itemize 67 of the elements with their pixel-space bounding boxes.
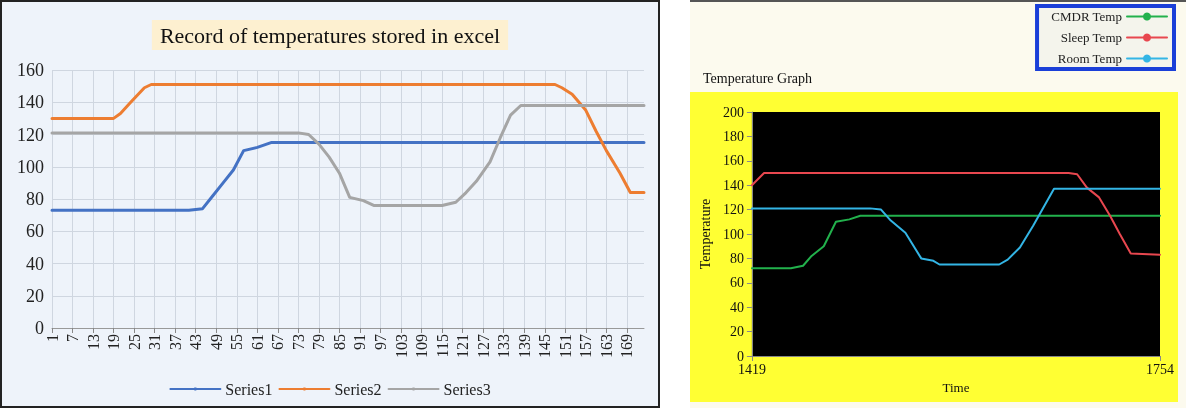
x-tick-label: 139: [515, 334, 533, 358]
y-tick-label: 80: [729, 250, 744, 266]
x-tick-label: 151: [556, 334, 574, 358]
legend-label: Series1: [225, 380, 273, 398]
legend-label: Series3: [443, 380, 491, 398]
legend-label: Series2: [334, 380, 382, 398]
x-tick-label: 25: [125, 334, 143, 350]
y-tick-label: 20: [26, 285, 44, 306]
y-tick-label: 100: [722, 226, 744, 242]
y-tick-label: 0: [736, 348, 744, 364]
line-series: [750, 172, 1161, 256]
x-tick-label: 67: [269, 334, 287, 350]
y-tick-label: 100: [17, 156, 44, 177]
x-tick-label: 1419: [737, 361, 766, 377]
x-tick-label: 133: [495, 334, 513, 358]
x-tick-label: 157: [577, 334, 595, 358]
x-tick-label: 91: [351, 334, 369, 350]
x-tick-label: 1754: [1146, 361, 1174, 377]
chart-title: Record of temperatures stored in excel: [159, 22, 501, 48]
x-tick-label: 1: [43, 334, 61, 342]
y-tick-label: 120: [722, 202, 744, 218]
x-tick-label: 19: [105, 334, 123, 350]
x-tick-label: 85: [330, 334, 348, 350]
chart-title: Temperature Graph: [703, 70, 813, 86]
y-tick-label: 180: [722, 128, 744, 144]
y-tick-label: 140: [17, 92, 44, 113]
legend-label: CMDR Temp: [1051, 9, 1122, 24]
x-tick-label: 43: [187, 334, 205, 350]
y-tick-label: 60: [26, 221, 44, 242]
x-tick-label: 169: [618, 334, 636, 358]
x-tick-label: 73: [289, 334, 307, 350]
y-tick-label: 200: [722, 104, 744, 120]
y-tick-label: 60: [729, 275, 744, 291]
line-series: [50, 103, 646, 207]
y-tick-label: 0: [35, 318, 44, 338]
x-tick-label: 109: [413, 334, 431, 358]
x-tick-label: 121: [454, 334, 472, 358]
y-tick-label: 160: [722, 153, 744, 169]
x-tick-label: 55: [228, 334, 246, 350]
x-tick-label: 97: [372, 334, 390, 350]
y-tick-label: 80: [26, 189, 44, 209]
x-tick-label: 13: [84, 334, 102, 350]
line-series: [50, 141, 646, 212]
y-tick-label: 20: [729, 324, 744, 340]
x-tick-label: 7: [64, 334, 82, 342]
x-tick-label: 61: [248, 334, 266, 350]
y-tick-label: 160: [17, 60, 44, 80]
line-series: [750, 187, 1161, 266]
legend-label: Sleep Temp: [1060, 30, 1122, 45]
line-series: [750, 214, 1161, 270]
x-tick-label: 103: [392, 334, 410, 358]
legend-label: Room Temp: [1057, 51, 1122, 66]
x-tick-label: 79: [310, 334, 328, 350]
x-tick-label: 49: [207, 334, 225, 350]
y-tick-label: 40: [729, 299, 744, 315]
y-tick-label: 120: [17, 124, 44, 145]
x-tick-label: 127: [474, 334, 492, 358]
line-series: [50, 83, 646, 195]
y-tick-label: 140: [722, 177, 744, 193]
x-tick-label: 37: [166, 334, 184, 350]
x-axis-title: Time: [942, 379, 970, 395]
y-tick-label: 40: [26, 253, 44, 274]
y-axis-title: Temperature: [697, 198, 713, 270]
x-tick-label: 145: [536, 334, 554, 358]
x-tick-label: 115: [433, 334, 451, 358]
x-tick-label: 163: [597, 334, 615, 358]
x-tick-label: 31: [146, 334, 164, 350]
